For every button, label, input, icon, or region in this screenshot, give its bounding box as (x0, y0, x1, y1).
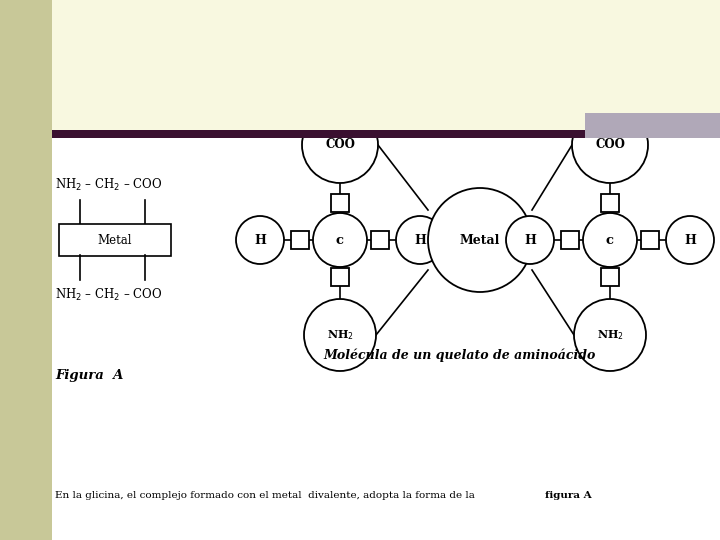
FancyBboxPatch shape (561, 231, 579, 249)
FancyBboxPatch shape (371, 231, 389, 249)
Circle shape (302, 107, 378, 183)
FancyBboxPatch shape (291, 231, 309, 249)
Text: BIOLOGICAMENTE ATIVOS: BIOLOGICAMENTE ATIVOS (80, 100, 380, 120)
Circle shape (236, 216, 284, 264)
Circle shape (572, 107, 648, 183)
Circle shape (583, 213, 637, 267)
Text: FORMAM QUELATOS NATURAIS: FORMAM QUELATOS NATURAIS (80, 70, 441, 90)
Text: NH$_2$ – CH$_2$ – COO: NH$_2$ – CH$_2$ – COO (55, 287, 163, 303)
FancyBboxPatch shape (601, 268, 619, 286)
Circle shape (428, 188, 532, 292)
Text: c: c (336, 233, 344, 246)
Text: H: H (254, 233, 266, 246)
Text: Figura  A: Figura A (55, 368, 123, 381)
Text: H: H (414, 233, 426, 246)
Text: NH$_2$: NH$_2$ (327, 328, 354, 342)
Circle shape (506, 216, 554, 264)
FancyBboxPatch shape (331, 268, 349, 286)
Text: En la glicina, el complejo formado con el metal  divalente, adopta la forma de l: En la glicina, el complejo formado con e… (55, 490, 478, 500)
FancyBboxPatch shape (601, 194, 619, 212)
Circle shape (304, 299, 376, 371)
Text: Metal: Metal (460, 233, 500, 246)
Text: figura A: figura A (545, 490, 592, 500)
Text: COO: COO (325, 138, 355, 152)
Text: COO: COO (595, 138, 625, 152)
FancyBboxPatch shape (641, 231, 659, 249)
Text: H: H (524, 233, 536, 246)
FancyBboxPatch shape (59, 224, 171, 256)
Circle shape (313, 213, 367, 267)
Text: Molécula de un quelato de aminoácido: Molécula de un quelato de aminoácido (324, 348, 596, 362)
Circle shape (396, 216, 444, 264)
Text: NH$_2$: NH$_2$ (597, 328, 624, 342)
Text: NH$_2$ – CH$_2$ – COO: NH$_2$ – CH$_2$ – COO (55, 177, 163, 193)
Circle shape (666, 216, 714, 264)
Text: Metal: Metal (98, 233, 132, 246)
Text: H: H (684, 233, 696, 246)
FancyBboxPatch shape (331, 194, 349, 212)
Text: c: c (606, 233, 614, 246)
Circle shape (574, 299, 646, 371)
